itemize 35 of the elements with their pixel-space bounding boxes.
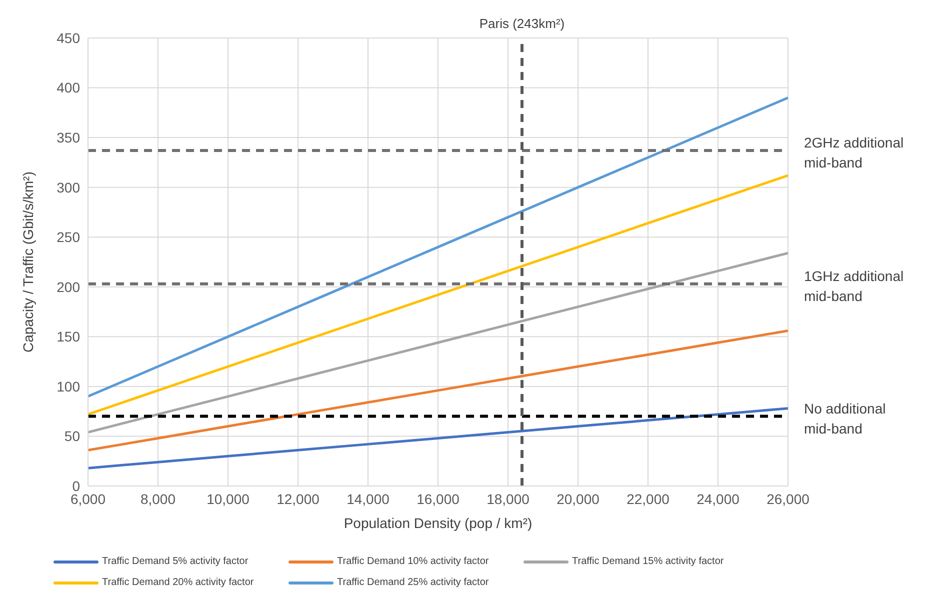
line-series xyxy=(88,252,788,434)
legend-label: Traffic Demand 15% activity factor xyxy=(572,556,724,567)
ref-line-label: 1GHz additional mid-band xyxy=(804,268,904,304)
y-tick-label: 150 xyxy=(56,328,80,345)
legend-label: Traffic Demand 10% activity factor xyxy=(337,556,489,567)
y-tick-label: 50 xyxy=(64,428,80,444)
ref-line-label: Paris (243km²) xyxy=(479,16,565,31)
y-tick-label: 350 xyxy=(56,130,80,146)
x-tick-label: 26,000 xyxy=(766,490,810,507)
x-tick-label: 18,000 xyxy=(486,490,530,507)
line-series xyxy=(88,96,788,398)
x-tick-label: 12,000 xyxy=(276,490,320,507)
x-tick-label: 14,000 xyxy=(346,490,390,507)
x-tick-label: 8,000 xyxy=(140,490,176,507)
line-series xyxy=(88,329,788,452)
x-tick-label: 24,000 xyxy=(696,490,740,507)
ref-line-label: No additional mid-band xyxy=(804,400,886,436)
legend-label: Traffic Demand 5% activity factor xyxy=(102,556,248,567)
y-tick-label: 400 xyxy=(56,80,80,96)
x-axis-title: Population Density (pop / km²) xyxy=(344,515,532,531)
x-tick-label: 10,000 xyxy=(206,490,250,507)
x-tick-label: 22,000 xyxy=(626,490,670,507)
line-series xyxy=(88,407,788,470)
legend-label: Traffic Demand 25% activity factor xyxy=(337,577,489,588)
y-tick-label: 300 xyxy=(56,179,80,196)
y-tick-label: 100 xyxy=(56,378,80,394)
y-tick-label: 450 xyxy=(56,30,80,46)
y-axis-title: Capacity / Traffic (Gbit/s/km²) xyxy=(20,172,36,352)
legend-label: Traffic Demand 20% activity factor xyxy=(102,577,254,588)
y-tick-label: 250 xyxy=(56,229,80,246)
line-series xyxy=(88,174,788,416)
x-tick-label: 16,000 xyxy=(416,490,460,507)
ref-line-label: 2GHz additional mid-band xyxy=(804,134,904,170)
x-tick-label: 20,000 xyxy=(556,490,600,507)
y-tick-label: 200 xyxy=(56,278,80,295)
